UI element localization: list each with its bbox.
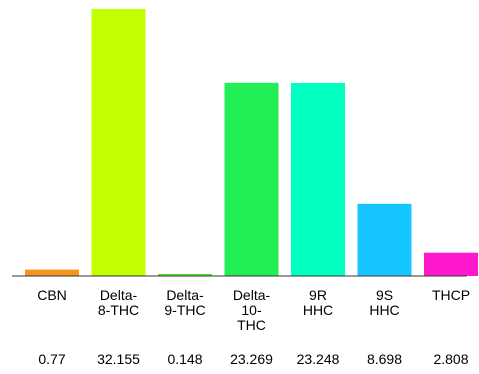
category-label: Delta- 10- THC (232, 287, 271, 333)
value-label: 23.248 (296, 351, 340, 367)
category-label: 9R HHC (302, 287, 334, 318)
category-label: THCP (431, 287, 471, 303)
bar-9s-hhc (357, 203, 412, 276)
bar-9r-hhc (291, 83, 345, 276)
value-label: 0.148 (167, 351, 203, 367)
category-label: Delta- 9-THC (164, 287, 206, 318)
category-label: 9S HHC (369, 287, 400, 318)
value-label: 0.77 (38, 351, 66, 367)
value-label: 32.155 (97, 351, 140, 367)
bars-group (25, 9, 478, 276)
value-label: 2.808 (433, 351, 469, 367)
value-label: 23.269 (230, 351, 273, 367)
bar-delta-9-thc (158, 274, 212, 276)
bar-thcp (424, 252, 478, 276)
bar-delta-8-thc (91, 9, 146, 276)
bar-delta-10-thc (224, 82, 279, 276)
value-label: 8.698 (366, 351, 403, 367)
bar-cbn (25, 269, 79, 276)
category-label: Delta- 8-THC (97, 287, 140, 318)
category-label: CBN (37, 287, 67, 303)
